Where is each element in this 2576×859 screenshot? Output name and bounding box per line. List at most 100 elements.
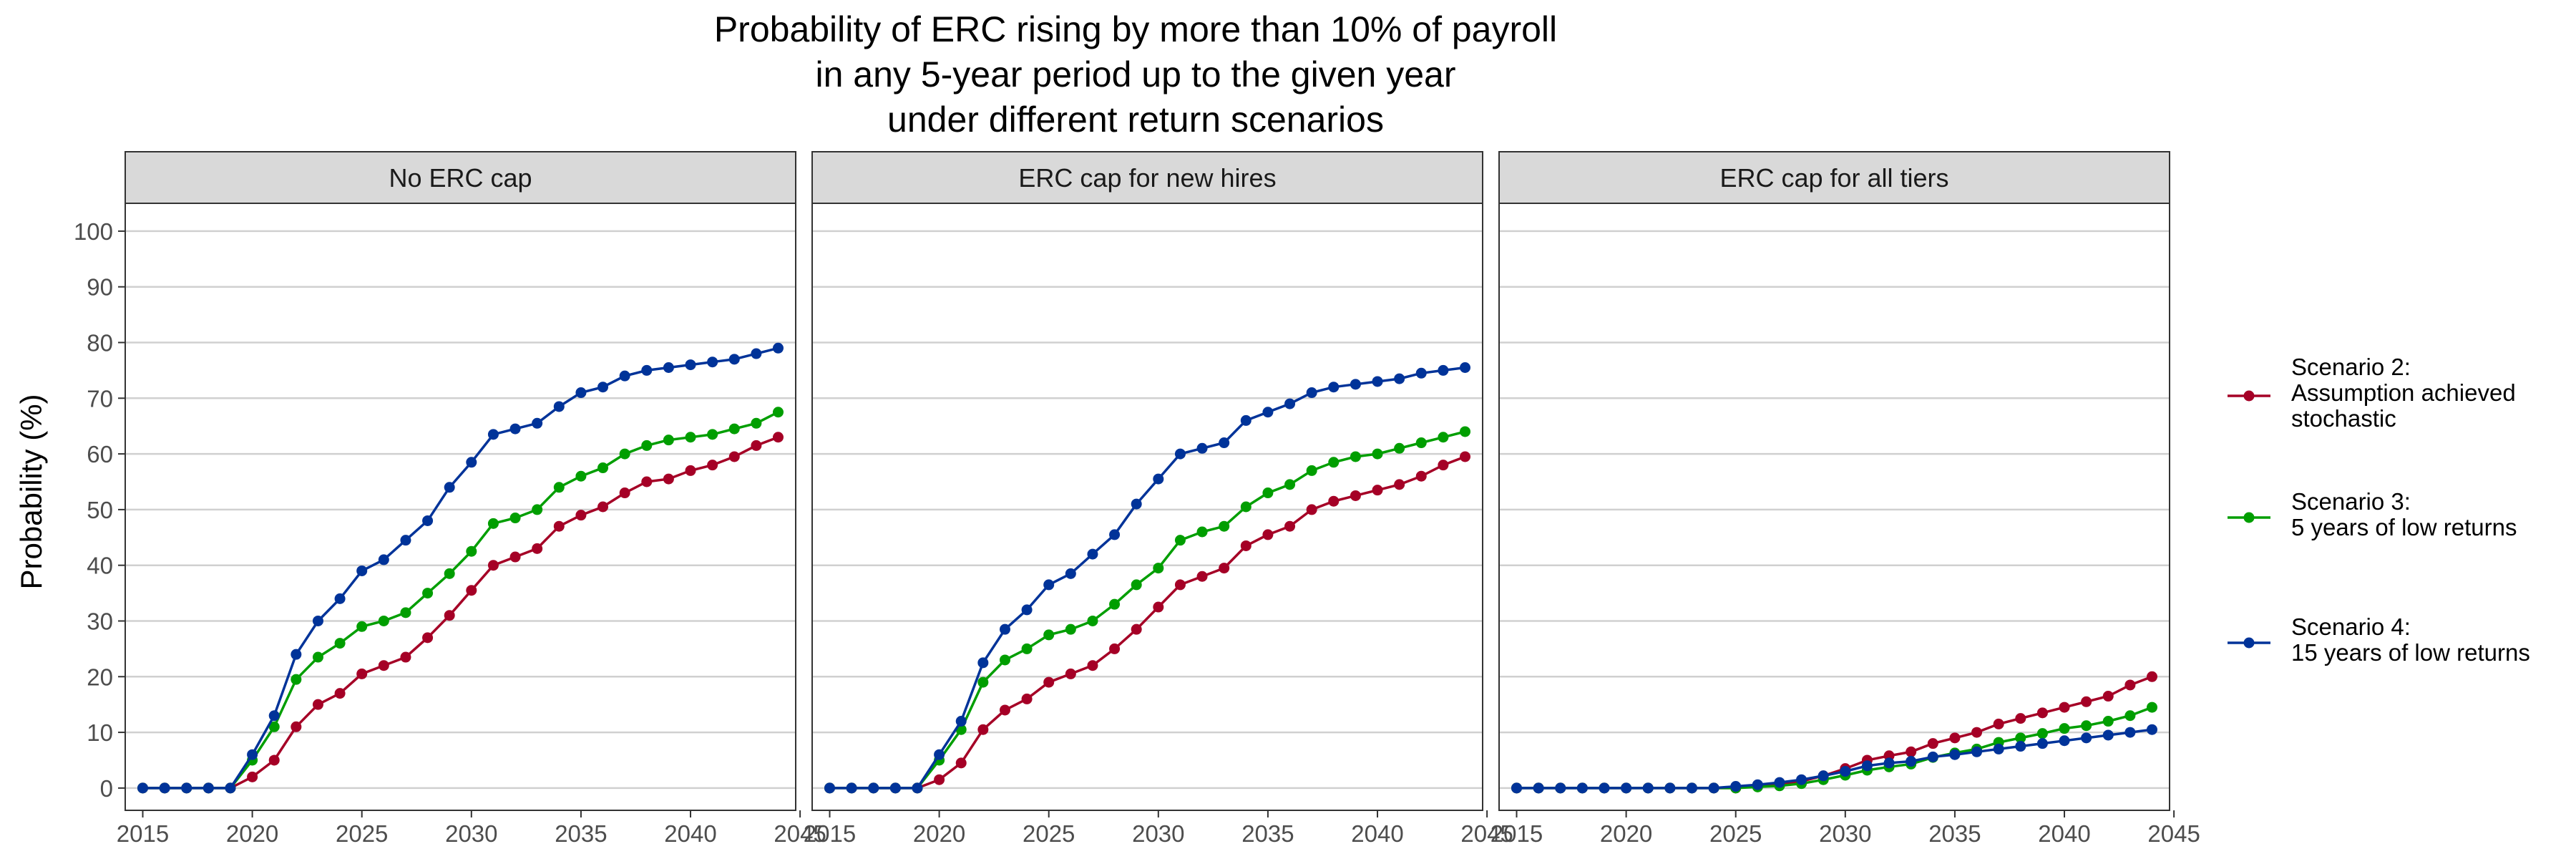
data-point bbox=[999, 654, 1010, 666]
data-point bbox=[685, 432, 696, 443]
x-tick-label: 2045 bbox=[1460, 820, 1513, 847]
panel-2: ERC cap for new hires 2015 2020 2025 2030 203… bbox=[804, 151, 1513, 847]
x-tick-label: 2015 bbox=[804, 820, 856, 847]
data-point bbox=[1555, 782, 1566, 794]
data-point bbox=[1043, 629, 1055, 641]
data-point bbox=[1131, 498, 1142, 510]
x-tick-label: 2015 bbox=[1491, 820, 1543, 847]
data-point bbox=[1372, 376, 1383, 387]
x-tick-label: 2020 bbox=[1600, 820, 1652, 847]
data-point bbox=[1240, 540, 1252, 551]
data-point bbox=[1460, 451, 1471, 462]
series-line-3 bbox=[829, 430, 1465, 790]
data-point bbox=[1350, 490, 1361, 501]
data-point bbox=[1174, 535, 1186, 546]
data-point bbox=[1394, 442, 1405, 454]
data-point bbox=[509, 423, 521, 435]
panel-3: ERC cap for all tiers 2015 2020 2025 2030 203… bbox=[1491, 151, 2200, 847]
y-tick-label: 80 bbox=[87, 329, 113, 356]
data-point bbox=[1708, 782, 1719, 794]
data-point bbox=[1262, 407, 1274, 418]
data-point bbox=[2059, 723, 2070, 734]
data-point bbox=[1927, 738, 1938, 749]
y-tick-label: 100 bbox=[74, 218, 113, 245]
data-point bbox=[685, 465, 696, 476]
data-point bbox=[1906, 756, 1917, 767]
data-point bbox=[1131, 623, 1142, 635]
data-point bbox=[356, 621, 368, 632]
data-point bbox=[400, 607, 411, 618]
data-point bbox=[1240, 501, 1252, 513]
data-point bbox=[1971, 746, 1983, 757]
data-point bbox=[532, 417, 543, 429]
data-point bbox=[553, 520, 565, 532]
data-point bbox=[444, 610, 455, 621]
data-point bbox=[1415, 367, 1427, 379]
data-point bbox=[268, 754, 280, 766]
data-point bbox=[773, 432, 784, 443]
data-point bbox=[400, 535, 411, 546]
data-point bbox=[934, 749, 945, 760]
data-point bbox=[1796, 774, 1807, 785]
data-point bbox=[2015, 741, 2026, 752]
data-point bbox=[663, 473, 674, 485]
data-point bbox=[868, 782, 879, 794]
panel-border bbox=[811, 203, 1483, 811]
data-point bbox=[824, 782, 835, 794]
data-point bbox=[1949, 732, 1961, 744]
data-point bbox=[509, 551, 521, 563]
x-tick-label: 2030 bbox=[1819, 820, 1871, 847]
data-point bbox=[2124, 710, 2136, 722]
data-point bbox=[509, 513, 521, 524]
data-point bbox=[553, 401, 565, 412]
legend-key-point bbox=[2243, 637, 2255, 649]
data-point bbox=[1350, 451, 1361, 462]
data-point bbox=[487, 429, 499, 440]
data-point bbox=[1109, 529, 1121, 540]
y-tick-label: 90 bbox=[87, 274, 113, 301]
data-point bbox=[2102, 716, 2114, 727]
y-tick-label: 30 bbox=[87, 608, 113, 634]
data-point bbox=[955, 757, 967, 769]
data-point bbox=[1153, 473, 1164, 485]
data-point bbox=[247, 749, 258, 760]
panel-strip bbox=[811, 151, 1483, 204]
data-point bbox=[312, 615, 323, 626]
data-point bbox=[1840, 766, 1851, 777]
data-point bbox=[1284, 479, 1296, 490]
legend-label-line: Scenario 4: bbox=[2291, 613, 2411, 640]
data-point bbox=[751, 348, 762, 359]
data-point bbox=[1087, 548, 1098, 560]
data-point bbox=[1621, 782, 1632, 794]
data-point bbox=[619, 370, 630, 382]
x-tick-label: 2035 bbox=[555, 820, 607, 847]
data-point bbox=[466, 585, 477, 596]
x-tick-label: 2030 bbox=[445, 820, 497, 847]
data-point bbox=[575, 470, 587, 482]
data-point bbox=[1262, 529, 1274, 540]
data-point bbox=[1350, 379, 1361, 390]
data-point bbox=[1906, 746, 1917, 757]
y-axis-title: Probability (%) bbox=[14, 394, 48, 589]
legend-item-4: Scenario 4:15 years of low returns bbox=[2228, 613, 2530, 666]
data-point bbox=[2147, 671, 2158, 682]
data-point bbox=[619, 448, 630, 460]
data-point bbox=[1087, 615, 1098, 626]
data-point bbox=[1196, 442, 1208, 454]
data-point bbox=[707, 356, 718, 368]
data-point bbox=[728, 423, 740, 435]
data-point bbox=[1818, 770, 1829, 782]
data-point bbox=[2081, 720, 2092, 732]
data-point bbox=[1065, 623, 1076, 635]
panel-strip bbox=[125, 151, 796, 204]
data-point bbox=[1949, 749, 1961, 760]
x-tick-label: 2025 bbox=[1023, 820, 1075, 847]
data-point bbox=[685, 359, 696, 371]
data-point bbox=[1328, 457, 1340, 468]
data-point bbox=[334, 593, 346, 604]
data-point bbox=[912, 782, 923, 794]
data-point bbox=[1511, 782, 1522, 794]
